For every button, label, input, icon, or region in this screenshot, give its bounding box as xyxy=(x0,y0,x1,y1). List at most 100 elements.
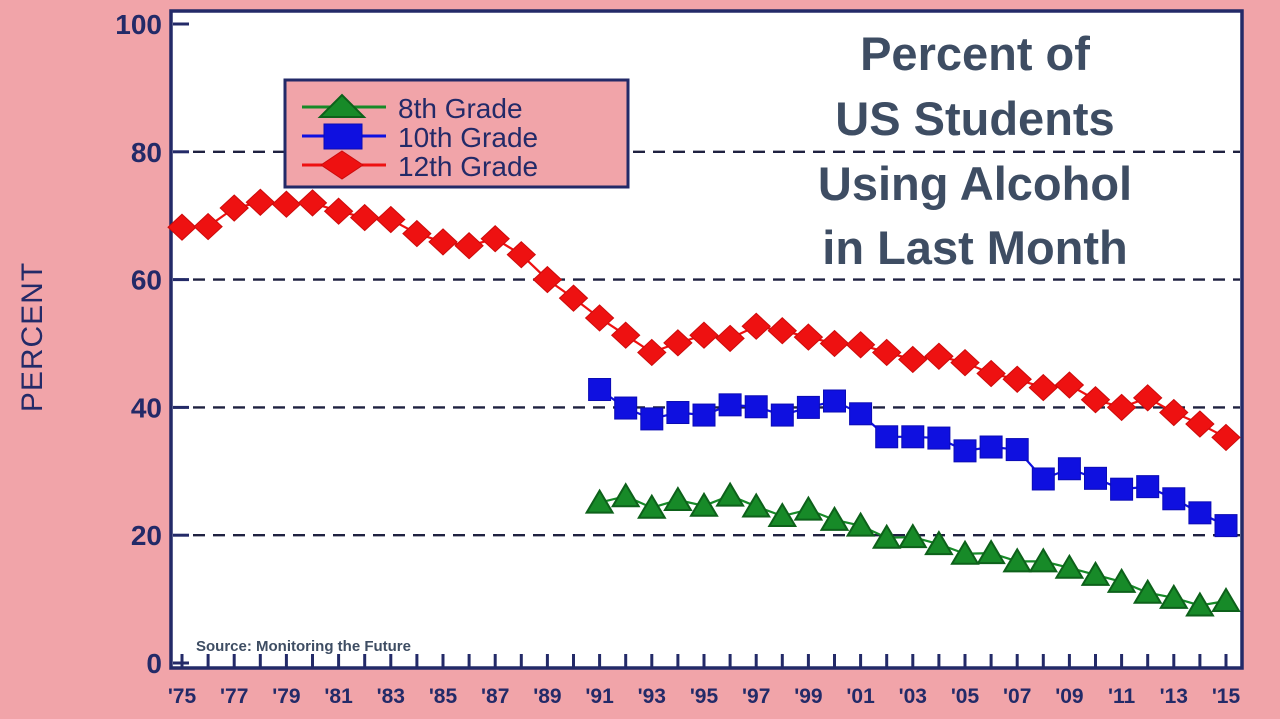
data-point-2005 xyxy=(953,439,977,463)
data-point-1981 xyxy=(323,197,354,225)
data-point-2014 xyxy=(1188,501,1212,525)
data-point-1976 xyxy=(193,212,223,241)
chart-title-line-2: US Students xyxy=(835,92,1114,145)
x-axis-labels-group: '75 '77 '79 '81 '83 '85 '87 '89 '91 '93 '95 '97 '99 '… xyxy=(168,685,1241,708)
x-tick-label-1995: '95 xyxy=(690,685,719,708)
data-point-1993 xyxy=(640,407,664,431)
data-point-1997 xyxy=(744,395,768,419)
data-point-1979 xyxy=(271,190,302,218)
x-tick-label-2011: '11 xyxy=(1108,685,1136,708)
data-point-1984 xyxy=(402,219,432,248)
x-tick-label-1997: '97 xyxy=(742,685,770,708)
data-point-1992 xyxy=(610,321,641,349)
diamond-marker-icon xyxy=(320,150,364,180)
x-tick-label-1989: '89 xyxy=(533,685,561,708)
data-point-2010 xyxy=(1084,466,1107,490)
x-tick-label-2015: '15 xyxy=(1212,685,1241,708)
data-point-1996 xyxy=(718,393,742,417)
data-point-1986 xyxy=(454,232,484,260)
data-point-2000 xyxy=(819,329,850,358)
chart-title-line-3: Using Alcohol xyxy=(818,157,1132,210)
y-tick-label-40: 40 xyxy=(131,392,162,423)
data-point-1992 xyxy=(610,482,641,508)
x-tick-label-1983: '83 xyxy=(377,685,405,708)
data-point-2001 xyxy=(845,331,876,359)
data-point-2008 xyxy=(1028,547,1059,573)
data-point-1989 xyxy=(532,265,563,294)
data-point-2004 xyxy=(924,530,954,556)
data-point-2008 xyxy=(1028,373,1059,402)
source-note: Source: Monitoring the Future xyxy=(196,638,411,655)
data-point-2000 xyxy=(823,389,846,413)
data-point-2002 xyxy=(871,338,902,367)
y-tick-label-60: 60 xyxy=(131,265,162,296)
data-point-1990 xyxy=(558,284,589,312)
data-point-2015 xyxy=(1214,514,1238,538)
data-point-1991 xyxy=(584,304,615,332)
data-point-1978 xyxy=(245,188,276,216)
data-point-2006 xyxy=(976,359,1006,388)
x-tick-label-1981: '81 xyxy=(324,685,353,708)
data-point-1998 xyxy=(767,317,798,345)
data-point-1996 xyxy=(715,481,745,507)
chart-title-line-4: in Last Month xyxy=(822,221,1127,274)
y-tick-label-0: 0 xyxy=(146,648,162,679)
data-point-1985 xyxy=(428,228,458,256)
data-point-1995 xyxy=(689,321,719,349)
x-tick-label-1993: '93 xyxy=(638,685,666,708)
data-point-1998 xyxy=(767,502,798,528)
y-tick-label-20: 20 xyxy=(131,520,162,551)
data-point-2014 xyxy=(1185,591,1215,617)
data-point-1997 xyxy=(741,312,771,340)
x-tick-label-1977: '77 xyxy=(220,685,248,708)
data-point-1995 xyxy=(689,491,719,517)
data-point-2008 xyxy=(1031,467,1055,491)
data-point-1991 xyxy=(588,378,612,402)
y-axis-labels-group: 0 20 40 60 80 100 xyxy=(115,9,162,679)
legend-label-12th: 12th Grade xyxy=(398,151,538,182)
data-point-1994 xyxy=(663,329,693,357)
data-point-1996 xyxy=(715,324,745,353)
data-point-2004 xyxy=(927,426,951,450)
triangle-marker-icon xyxy=(317,93,367,118)
data-point-2015 xyxy=(1211,587,1241,613)
data-point-2001 xyxy=(845,511,876,537)
data-point-2013 xyxy=(1162,487,1186,511)
data-point-1999 xyxy=(793,323,824,351)
data-point-1999 xyxy=(793,495,824,521)
data-point-1975 xyxy=(167,213,197,241)
data-series-group xyxy=(167,188,1241,617)
data-point-1997 xyxy=(741,492,771,518)
data-point-1980 xyxy=(297,189,328,217)
data-point-2003 xyxy=(898,345,928,374)
data-point-2002 xyxy=(875,425,899,449)
y-tick-label-100: 100 xyxy=(115,9,162,40)
data-point-2004 xyxy=(924,342,954,370)
data-point-2011 xyxy=(1110,477,1134,501)
data-point-1998 xyxy=(770,403,794,427)
data-point-2014 xyxy=(1185,410,1215,438)
data-point-2012 xyxy=(1132,578,1163,604)
legend: 8th Grade 10th Grade 12th Grade xyxy=(283,78,630,189)
data-point-2003 xyxy=(898,523,928,549)
x-axis-ticks-group xyxy=(180,654,1228,667)
x-tick-label-1999: '99 xyxy=(794,685,822,708)
data-point-2006 xyxy=(976,539,1006,565)
data-point-2001 xyxy=(849,402,873,426)
data-point-1988 xyxy=(506,240,537,269)
gridlines-group xyxy=(173,150,1240,537)
data-point-2005 xyxy=(950,348,980,377)
y-axis-ticks-group xyxy=(173,22,189,665)
x-tick-label-1991: '91 xyxy=(585,685,614,708)
series-8th-grade xyxy=(584,481,1241,617)
data-point-1987 xyxy=(480,225,510,253)
x-tick-label-1975: '75 xyxy=(168,685,197,708)
data-point-2010 xyxy=(1080,386,1111,414)
data-point-1977 xyxy=(219,194,249,222)
x-tick-label-1987: '87 xyxy=(481,685,509,708)
series-10th-grade xyxy=(588,378,1238,538)
data-point-1983 xyxy=(376,205,406,234)
data-point-1999 xyxy=(796,395,820,419)
series-12th-grade xyxy=(167,188,1241,452)
